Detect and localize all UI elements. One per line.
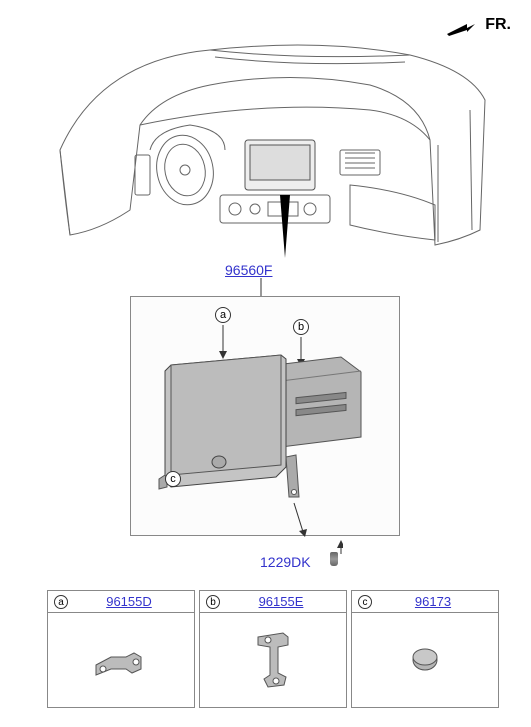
cell-body [200, 613, 346, 707]
dashboard-diagram [40, 30, 490, 260]
knob-c-icon [400, 640, 450, 680]
cell-body [352, 613, 498, 707]
cell-header: c 96173 [352, 591, 498, 613]
bracket-b-icon [238, 625, 308, 695]
cell-a: a 96155D [47, 590, 195, 708]
cell-anno-a: a [54, 595, 68, 609]
callout-line [260, 278, 262, 296]
cell-b: b 96155E [199, 590, 347, 708]
cell-body [48, 613, 194, 707]
cell-code-a[interactable]: 96155D [78, 594, 194, 609]
detail-box: a b c [130, 296, 400, 536]
cell-anno-c: c [358, 595, 372, 609]
bracket-a-icon [86, 635, 156, 685]
cell-header: b 96155E [200, 591, 346, 613]
cell-code-c[interactable]: 96173 [382, 594, 498, 609]
anno-c: c [165, 471, 181, 487]
cell-anno-b: b [206, 595, 220, 609]
detail-svg [131, 297, 401, 537]
screw-leader [293, 540, 343, 556]
parts-row: a 96155D b 96155E [47, 590, 499, 708]
cell-header: a 96155D [48, 591, 194, 613]
screw-part-label[interactable]: 1229DK [260, 554, 311, 570]
anno-a: a [215, 307, 231, 323]
anno-b: b [293, 319, 309, 335]
cell-code-b[interactable]: 96155E [230, 594, 346, 609]
main-part-label[interactable]: 96560F [225, 262, 272, 278]
cell-c: c 96173 [351, 590, 499, 708]
